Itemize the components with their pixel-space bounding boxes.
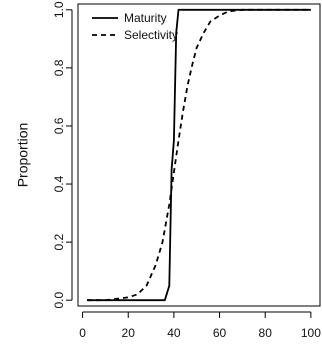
legend-label-maturity: Maturity: [124, 11, 167, 25]
y-tick-label: 0.4: [52, 175, 66, 192]
legend: Maturity Selectivity: [92, 11, 178, 42]
x-tick-label: 40: [167, 326, 181, 340]
plot-frame: [77, 3, 321, 307]
y-tick-label: 0.8: [52, 59, 66, 76]
x-tick-label: 100: [301, 326, 321, 340]
series-line-maturity: [87, 8, 311, 302]
y-tick-label: 0.0: [52, 292, 66, 309]
x-tick-label: 80: [259, 326, 273, 340]
y-tick-label: 0.6: [52, 117, 66, 134]
x-ticks: 0 20 40 60 80 100: [79, 312, 321, 340]
legend-label-selectivity: Selectivity: [124, 28, 178, 42]
series: [87, 8, 311, 302]
x-tick-label: 20: [122, 326, 136, 340]
axes: [71, 3, 321, 313]
y-tick-label: 0.2: [52, 233, 66, 250]
y-ticks: 0.0 0.2 0.4 0.6 0.8 1.0: [52, 1, 72, 309]
y-tick-label: 1.0: [52, 1, 66, 18]
x-tick-label: 60: [213, 326, 227, 340]
x-tick-label: 0: [79, 326, 86, 340]
series-line-selectivity: [87, 8, 311, 302]
y-axis-label: Proportion: [15, 123, 31, 188]
